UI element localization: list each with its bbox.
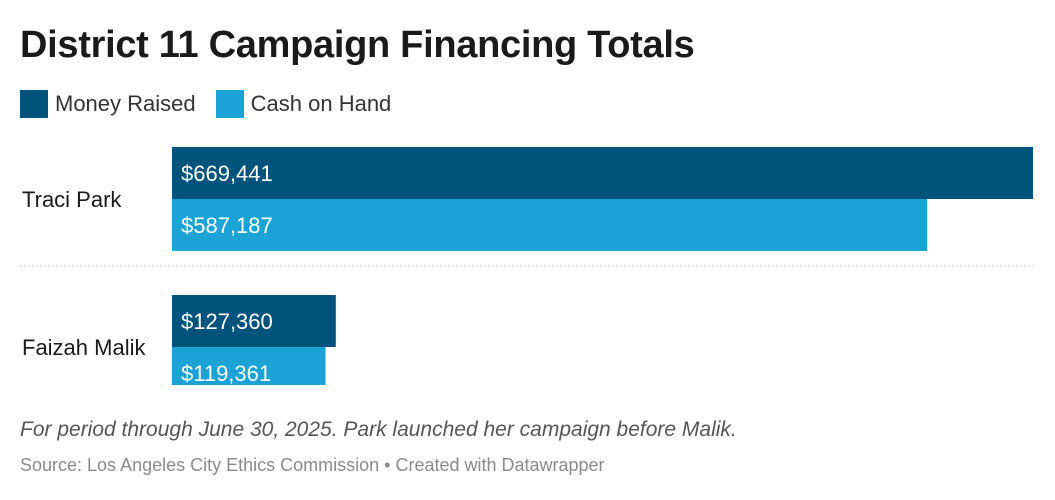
category-label-faizah-malik: Faizah Malik [22,335,146,360]
chart-title: District 11 Campaign Financing Totals [20,24,695,66]
chart-source: Source: Los Angeles City Ethics Commissi… [20,455,605,475]
bar-value-faizah-malik-money-raised: $127,360 [181,309,273,334]
bar-traci-park-cash-on-hand [172,199,928,251]
bar-value-traci-park-money-raised: $669,441 [181,161,273,186]
legend: Money Raised Cash on Hand [20,90,411,118]
legend-label-cash-on-hand: Cash on Hand [250,91,392,116]
legend-label-money-raised: Money Raised [55,91,196,116]
legend-swatch-cash-on-hand [215,90,244,118]
chart-note: For period through June 30, 2025. Park l… [20,418,737,441]
category-label-traci-park: Traci Park [22,187,122,212]
bar-faizah-malik-money-raised [172,295,336,347]
bar-value-faizah-malik-cash-on-hand: $119,361 [181,361,271,385]
bar-faizah-malik-cash-on-hand [172,347,326,385]
legend-item-money-raised: Money Raised [20,90,196,118]
bar-chart: Traci Park $669,441 $587,187 Faizah Malik $1… [20,147,1033,385]
legend-swatch-money-raised [20,90,48,118]
legend-item-cash-on-hand: Cash on Hand [215,90,392,118]
bar-traci-park-money-raised [172,147,1033,199]
bar-value-traci-park-cash-on-hand: $587,187 [181,213,273,238]
